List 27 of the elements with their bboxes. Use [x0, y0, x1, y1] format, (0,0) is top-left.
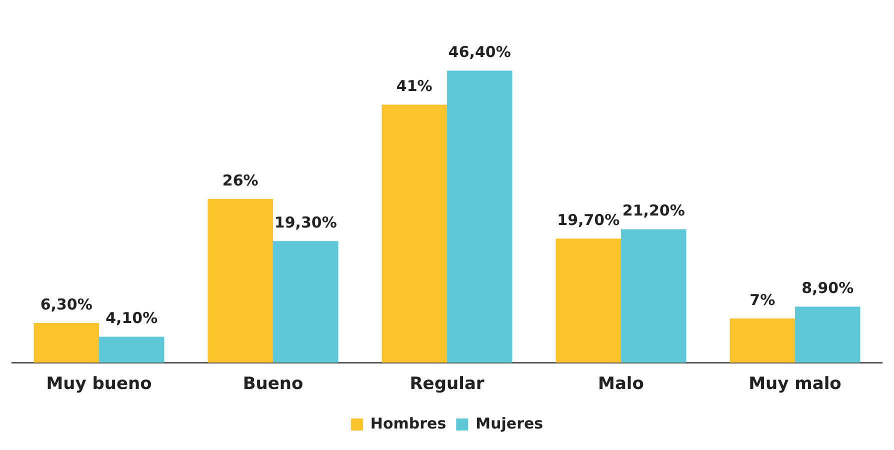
- legend-label: Mujeres: [476, 414, 544, 432]
- data-label: 21,20%: [622, 202, 685, 220]
- data-label: 19,30%: [274, 214, 337, 232]
- bar: [447, 70, 512, 363]
- bar: [621, 229, 686, 363]
- x-tick-label: Muy bueno: [46, 374, 152, 394]
- data-label: 19,70%: [557, 211, 620, 230]
- legend-label: Hombres: [370, 414, 446, 432]
- bar: [382, 104, 447, 363]
- data-label: 26%: [222, 171, 258, 190]
- x-tick-label: Muy malo: [748, 374, 842, 394]
- bar: [208, 199, 273, 363]
- data-label: 6,30%: [40, 295, 92, 314]
- data-label: 7%: [750, 290, 776, 309]
- data-label: 46,40%: [448, 43, 511, 62]
- x-tick-label: Bueno: [242, 374, 304, 394]
- x-tick-label: Malo: [598, 374, 644, 394]
- bar: [273, 241, 338, 363]
- bar: [730, 318, 795, 363]
- bar: [795, 306, 860, 363]
- bar: [99, 336, 164, 363]
- data-label: 8,90%: [802, 278, 854, 297]
- bar: [556, 238, 621, 363]
- x-tick-label: Regular: [410, 374, 485, 394]
- data-label: 41%: [396, 77, 432, 96]
- data-label: 4,10%: [106, 309, 158, 328]
- bar: [34, 322, 99, 363]
